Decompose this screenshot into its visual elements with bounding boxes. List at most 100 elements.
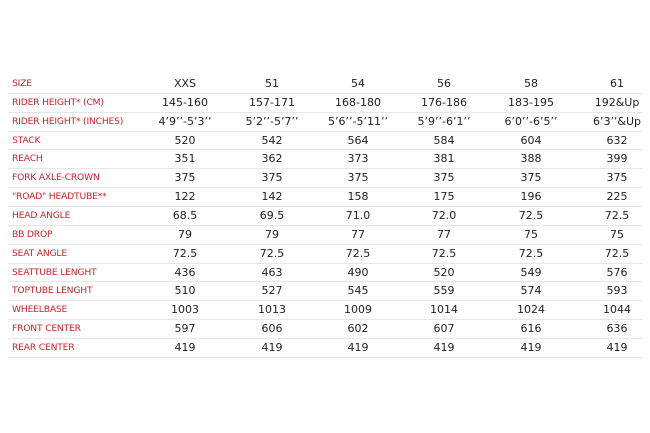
row-label: REACH (12, 153, 43, 165)
cell-value: 72.5 (604, 209, 630, 223)
table-row: FRONT CENTER 597 606 602 607 616 636 (8, 320, 642, 340)
cell-value: 1044 (603, 303, 631, 317)
cell-value: 4’9’’-5’3’’ (158, 114, 212, 128)
table-row: REACH 351 362 373 381 388 399 (8, 150, 642, 170)
cell-value: 604 (520, 133, 542, 147)
cell-value: 375 (606, 171, 628, 185)
cell-value: 5’2’’-5’7’’ (245, 114, 299, 128)
cell-value: 559 (433, 284, 455, 298)
cell-value: 72.5 (259, 246, 285, 260)
table-header-row: SIZE XXS 51 54 56 58 61 (8, 75, 642, 94)
cell-value: 510 (174, 284, 196, 298)
cell-value: 183-195 (508, 95, 554, 109)
cell-value: 584 (433, 133, 455, 147)
size-column-header: XXS (173, 77, 197, 90)
cell-value: 157-171 (249, 95, 295, 109)
row-label: FORK AXLE-CROWN (12, 172, 100, 184)
cell-value: 1024 (517, 303, 545, 317)
size-column-header: 58 (524, 77, 538, 90)
cell-value: 68.5 (172, 209, 198, 223)
cell-value: 375 (433, 171, 455, 185)
cell-value: 607 (433, 322, 455, 336)
cell-value: 176-186 (421, 95, 467, 109)
size-column-header: 51 (265, 77, 279, 90)
cell-value: 632 (606, 133, 628, 147)
cell-value: 225 (606, 190, 628, 204)
cell-value: 549 (520, 265, 542, 279)
cell-value: 419 (174, 341, 196, 355)
cell-value: 192&Up (594, 95, 640, 109)
cell-value: 5’6’’-5’11’’ (328, 114, 388, 128)
size-column-header: 54 (351, 77, 365, 90)
cell-value: 72.0 (431, 209, 457, 223)
cell-value: 520 (174, 133, 196, 147)
table-row: SEAT ANGLE 72.5 72.5 72.5 72.5 72.5 72.5 (8, 245, 642, 264)
cell-value: 145-160 (162, 95, 208, 109)
row-label: RIDER HEIGHT* (CM) (12, 96, 104, 108)
cell-value: 72.5 (518, 246, 544, 260)
cell-value: 1013 (258, 303, 286, 317)
cell-value: 6’0’’-6’5’’ (504, 114, 558, 128)
table-row: SEATTUBE LENGHT 436 463 490 520 549 576 (8, 264, 642, 283)
cell-value: 77 (351, 227, 365, 241)
geometry-table: SIZE XXS 51 54 56 58 61 RIDER HEIGHT* (CM) 145-1… (8, 75, 642, 358)
table-row: HEAD ANGLE 68.5 69.5 71.0 72.0 72.5 72.5 (8, 207, 642, 226)
cell-value: 79 (178, 227, 192, 241)
cell-value: 597 (174, 322, 196, 336)
cell-value: 576 (606, 265, 628, 279)
cell-value: 75 (610, 227, 624, 241)
cell-value: 527 (261, 284, 283, 298)
cell-value: 388 (520, 152, 542, 166)
table-row: TOPTUBE LENGHT 510 527 545 559 574 593 (8, 282, 642, 302)
cell-value: 381 (433, 152, 455, 166)
cell-value: 6’3’’&Up (592, 114, 642, 128)
cell-value: 72.5 (518, 209, 544, 223)
cell-value: 419 (606, 341, 628, 355)
cell-value: 602 (347, 322, 369, 336)
row-label: BB DROP (12, 228, 53, 240)
cell-value: 574 (520, 284, 542, 298)
cell-value: 399 (606, 152, 628, 166)
row-label: SEATTUBE LENGHT (12, 266, 97, 278)
size-column-header: 56 (437, 77, 451, 90)
cell-value: 79 (265, 227, 279, 241)
cell-value: 463 (261, 265, 283, 279)
table-row: BB DROP 79 79 77 77 75 75 (8, 226, 642, 245)
row-label: FRONT CENTER (12, 323, 81, 335)
cell-value: 142 (261, 190, 283, 204)
cell-value: 168-180 (335, 95, 381, 109)
cell-value: 375 (347, 171, 369, 185)
cell-value: 362 (261, 152, 283, 166)
cell-value: 373 (347, 152, 369, 166)
row-label: TOPTUBE LENGHT (12, 285, 93, 297)
cell-value: 436 (174, 265, 196, 279)
header-label: SIZE (12, 78, 32, 89)
cell-value: 636 (606, 322, 628, 336)
cell-value: 72.5 (604, 246, 630, 260)
table-row: WHEELBASE 1003 1013 1009 1014 1024 1044 (8, 301, 642, 321)
size-column-header: 61 (610, 77, 624, 90)
cell-value: 71.0 (345, 209, 371, 223)
row-label: "ROAD" HEADTUBE** (12, 191, 107, 203)
row-label: SEAT ANGLE (12, 247, 67, 259)
cell-value: 175 (433, 190, 455, 204)
cell-value: 196 (520, 190, 542, 204)
cell-value: 490 (347, 265, 369, 279)
table-row: FORK AXLE-CROWN 375 375 375 375 375 375 (8, 169, 642, 189)
cell-value: 1009 (344, 303, 372, 317)
cell-value: 69.5 (259, 209, 285, 223)
cell-value: 77 (437, 227, 451, 241)
cell-value: 419 (520, 341, 542, 355)
cell-value: 1014 (430, 303, 458, 317)
row-label: HEAD ANGLE (12, 210, 71, 222)
table-row: "ROAD" HEADTUBE** 122 142 158 175 196 225 (8, 188, 642, 208)
cell-value: 419 (433, 341, 455, 355)
cell-value: 351 (174, 152, 196, 166)
cell-value: 72.5 (431, 246, 457, 260)
cell-value: 158 (347, 190, 369, 204)
row-label: RIDER HEIGHT* (INCHES) (12, 115, 124, 127)
table-row: STACK 520 542 564 584 604 632 (8, 132, 642, 151)
cell-value: 606 (261, 322, 283, 336)
cell-value: 520 (433, 265, 455, 279)
row-label: STACK (12, 134, 41, 146)
